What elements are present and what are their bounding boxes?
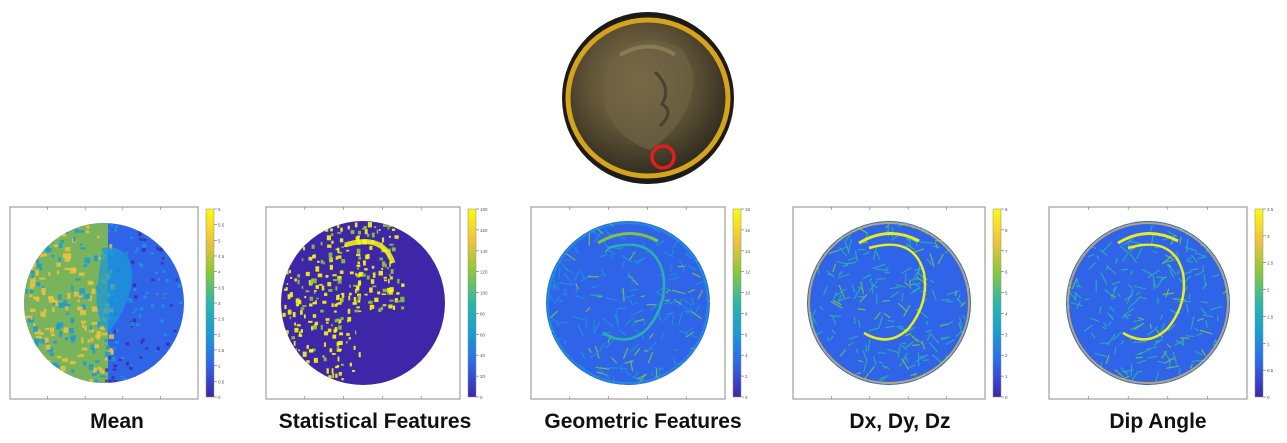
- colorbar-tick-label: 2: [1005, 353, 1008, 358]
- colorbar-tick-label: 0: [1005, 395, 1008, 400]
- colorbar-tick-label: 3: [1267, 234, 1270, 239]
- colorbar-tick-label: 6: [745, 332, 748, 337]
- colorbar-tick-label: 0: [745, 395, 748, 400]
- feature-panels: 00.511.522.533.544.555.56020406080100120…: [10, 207, 1274, 400]
- colorbar-tick-label: 18: [745, 207, 751, 212]
- colorbar-tick-label: 4: [1005, 311, 1008, 316]
- colorbar-tick-label: 180: [480, 207, 488, 212]
- colorbar-tick-label: 12: [745, 270, 751, 275]
- colorbar-tick-label: 10: [745, 291, 751, 296]
- colorbar-tick-label: 16: [745, 228, 751, 233]
- colorbar-tick-label: 3: [1005, 332, 1008, 337]
- colorbar-tick-label: 8: [1005, 228, 1008, 233]
- colorbar-tick-label: 6: [218, 207, 221, 212]
- colorbar-tick-label: 1: [218, 364, 221, 369]
- colorbar-tick-label: 0.5: [218, 379, 225, 384]
- colorbar-tick-label: 5: [218, 238, 221, 243]
- colorbar-tick-label: 60: [480, 332, 486, 337]
- colorbar-tick-label: 140: [480, 249, 488, 254]
- colorbar-tick-label: 0: [480, 395, 483, 400]
- colorbar-tick-label: 0.5: [1267, 368, 1274, 373]
- colorbar: [468, 209, 476, 397]
- coin-photo: [562, 12, 734, 184]
- colorbar: [733, 209, 741, 397]
- panel-deriv: 0 1 2 3 4 5 6 7 8 9: [793, 207, 1008, 400]
- colorbar-tick-label: 7: [1005, 249, 1008, 254]
- panel-label-deriv: Dx, Dy, Dz: [849, 410, 950, 434]
- colorbar-tick-label: 0: [1267, 395, 1270, 400]
- colorbar-tick-label: 4: [218, 270, 221, 275]
- colorbar-tick-label: 2: [1267, 288, 1270, 293]
- colorbar: [993, 209, 1001, 397]
- colorbar-tick-label: 40: [480, 353, 486, 358]
- colorbar-tick-label: 5: [1005, 291, 1008, 296]
- colorbar-tick-label: 2.5: [1267, 261, 1274, 266]
- colorbar-tick-label: 1.5: [1267, 314, 1274, 319]
- colorbar-tick-label: 1.5: [218, 348, 225, 353]
- colorbar-tick-label: 4.5: [218, 254, 225, 259]
- colorbar-tick-label: 2.5: [218, 317, 225, 322]
- feature-map-disc: [281, 221, 445, 385]
- panel-label-dip: Dip Angle: [1109, 410, 1206, 434]
- colorbar: [206, 209, 214, 397]
- colorbar: [1255, 209, 1263, 397]
- colorbar-tick-label: 3.5: [218, 285, 225, 290]
- colorbar-tick-label: 2: [745, 374, 748, 379]
- colorbar-tick-label: 6: [1005, 270, 1008, 275]
- panel-label-mean: Mean: [90, 410, 144, 434]
- colorbar-tick-label: 1: [1267, 341, 1270, 346]
- panel-label-stat: Statistical Features: [279, 410, 472, 434]
- colorbar-tick-label: 3.5: [1267, 207, 1274, 212]
- colorbar-tick-label: 80: [480, 311, 486, 316]
- colorbar-tick-label: 160: [480, 228, 488, 233]
- colorbar-tick-label: 1: [1005, 374, 1008, 379]
- colorbar-tick-label: 2: [218, 332, 221, 337]
- colorbar-tick-label: 9: [1005, 207, 1008, 212]
- panel-stat: 0 20 40 60 80 100 120 140 160 180: [266, 207, 488, 400]
- panel-dip: 0 0.5 1 1.5 2 2.5 3 3.5: [1049, 207, 1274, 400]
- colorbar-tick-label: 5.5: [218, 223, 225, 228]
- colorbar-tick-label: 120: [480, 270, 488, 275]
- colorbar-tick-label: 0: [218, 395, 221, 400]
- colorbar-tick-label: 8: [745, 311, 748, 316]
- panel-mean: 0 0.5 1 1.5 2 2.5 3 3.5 4 4.5 5 5.5 6: [10, 207, 225, 400]
- colorbar-tick-label: 100: [480, 291, 488, 296]
- colorbar-tick-label: 14: [745, 249, 751, 254]
- panel-label-geom: Geometric Features: [544, 410, 741, 434]
- colorbar-tick-label: 3: [218, 301, 221, 306]
- colorbar-tick-label: 4: [745, 353, 748, 358]
- panel-geom: 0 2 4 6 8 10 12 14 16 18: [531, 207, 751, 400]
- colorbar-tick-label: 20: [480, 374, 486, 379]
